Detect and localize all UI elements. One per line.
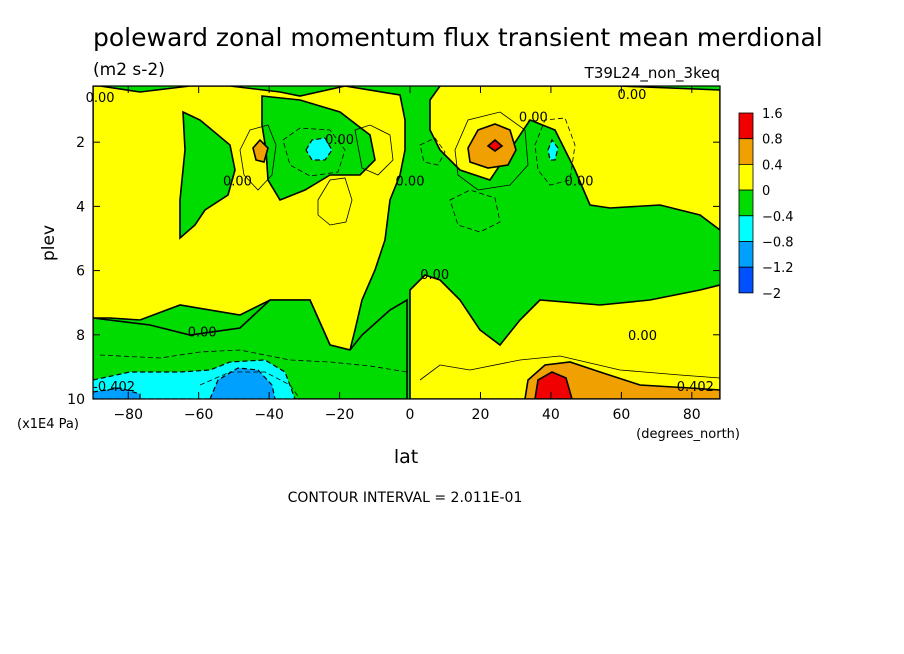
y-axis-label: plev [39,225,59,261]
colorbar-swatch [738,163,754,191]
y-tick-label: 8 [76,328,85,344]
red-region-north-jet [486,138,504,152]
x-tick-label: −80 [113,407,143,423]
x-axis-label: lat [394,446,418,468]
y-axis: 2 4 6 8 10 [67,135,720,408]
contour-label: 0.00 [86,91,115,106]
y-axis-units: (x1E4 Pa) [17,417,79,432]
contour-labels: 0.00 0.00 0.00 0.00 0.00 0.00 0.00 0.00 0.00 0.00… [86,88,714,395]
orange-region-north-surface [524,361,720,399]
colorbar-swatch [738,112,754,140]
x-tick-label: 20 [472,407,490,423]
contour-fill-layer [93,86,720,399]
y-tick-label: 10 [67,392,85,408]
colorbar-swatch [738,189,754,217]
thin-contour-lines [99,111,720,399]
positive-region-upper-right [429,86,720,231]
x-tick-label: 60 [612,407,630,423]
colorbar-label: 0.4 [762,158,783,173]
positive-region-lower-right [409,274,720,399]
contour-label: 0.00 [628,329,657,344]
contour-label: 0.00 [519,110,548,125]
y-tick-label: 6 [76,264,85,280]
colorbar-swatch [738,138,754,165]
colorbar-swatch [738,266,754,294]
x-axis-units: (degrees_north) [636,427,740,442]
red-region-north-surface [534,371,573,399]
contour-label: 0.00 [325,133,354,148]
x-tick-label: −40 [254,407,284,423]
contour-label: 0.00 [420,268,449,283]
x-axis: −80 −60 −40 −20 0 20 40 60 80 [113,86,701,423]
x-tick-label: −60 [184,407,214,423]
cyan-region-north-upper [547,138,559,161]
blue-region-south-surface [209,367,276,399]
x-tick-label: 80 [683,407,701,423]
colorbar-label: −0.8 [762,236,794,251]
y-tick-label: 4 [76,199,85,215]
colorbar-swatch [738,241,754,268]
contour-label: 0.402 [677,380,714,395]
colorbar-label: −2 [762,287,781,302]
colorbar-label: −0.4 [762,210,794,225]
colorbar-label: 1.6 [762,107,783,122]
orange-region-south-blob [252,138,269,163]
contour-label: 0.00 [396,175,425,190]
x-tick-label: 40 [542,407,560,423]
y-tick-label: 2 [76,135,85,151]
x-tick-label: 0 [406,407,415,423]
colorbar-label: 0 [762,184,770,199]
cyan-region-south-upper [305,137,333,161]
contour-label: 0.00 [188,326,217,341]
chart-title: poleward zonal momentum flux transient m… [93,23,823,52]
colorbar: 1.6 0.8 0.4 0 −0.4 −0.8 −1.2 −2 [738,107,794,302]
negative-region-south [179,110,236,240]
x-tick-label: −20 [325,407,355,423]
contour-label: 0.00 [565,175,594,190]
contour-label: 0.00 [223,175,252,190]
plot-frame [92,85,721,400]
contour-label: 0.00 [617,88,646,103]
contour-label: -0.402 [93,380,135,395]
contour-interval-note: CONTOUR INTERVAL = 2.011E-01 [288,490,523,506]
colorbar-label: −1.2 [762,261,794,276]
run-label: T39L24_non_3keq [584,64,720,83]
chart-units: (m2 s-2) [93,60,165,80]
colorbar-swatch [738,215,754,242]
colorbar-label: 0.8 [762,133,783,148]
